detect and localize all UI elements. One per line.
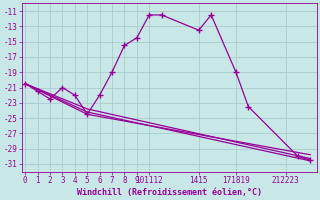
X-axis label: Windchill (Refroidissement éolien,°C): Windchill (Refroidissement éolien,°C)	[76, 188, 261, 197]
